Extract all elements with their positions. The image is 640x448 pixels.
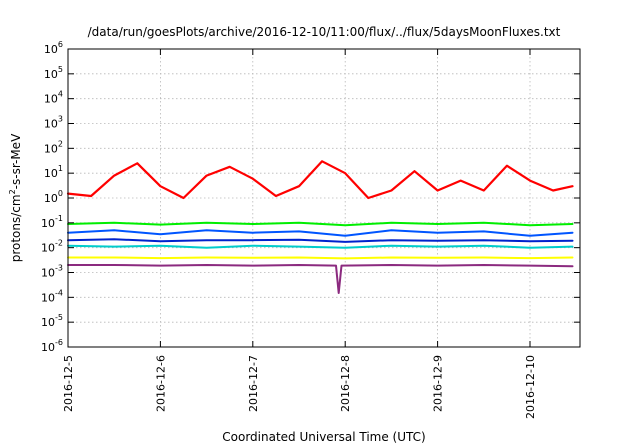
x-axis-label: Coordinated Universal Time (UTC) (222, 430, 425, 444)
x-axis: 2016-12-5 2016-12-6 2016-12-7 2016-12-8 2016… (62, 49, 537, 419)
y-tick-exponent: 3 (58, 115, 63, 124)
y-tick-exponent: -2 (55, 239, 63, 248)
y-axis-label: protons/cm2-s-sr-MeV (8, 133, 23, 262)
y-tick-base: 10 (41, 341, 55, 354)
chart-title: /data/run/goesPlots/archive/2016-12-10/1… (88, 25, 561, 39)
y-tick-exponent: -4 (55, 288, 63, 297)
y-tick-label: 10-2 (41, 239, 63, 255)
y-tick-base: 10 (41, 267, 55, 280)
series-layer (66, 160, 574, 294)
series-line-6 (67, 264, 574, 294)
y-tick-base: 10 (44, 118, 58, 131)
y-tick-base: 10 (44, 167, 58, 180)
x-tick-label: 2016-12-7 (247, 355, 260, 412)
y-axis: 10-610-510-410-310-210-11001011021031041… (41, 40, 580, 354)
y-tick-base: 10 (41, 217, 55, 230)
y-tick-base: 10 (44, 192, 58, 205)
y-tick-label: 102 (44, 139, 63, 155)
y-tick-base: 10 (44, 93, 58, 106)
y-tick-base: 10 (41, 242, 55, 255)
y-tick-exponent: 2 (58, 139, 63, 148)
y-tick-label: 101 (44, 164, 63, 180)
y-tick-label: 10-5 (41, 313, 63, 329)
y-axis-label-rest: -s-sr-MeV (9, 133, 23, 189)
y-tick-exponent: -1 (55, 214, 63, 223)
series-line-3 (67, 238, 574, 243)
y-tick-label: 104 (44, 90, 63, 106)
y-tick-exponent: 6 (58, 40, 63, 49)
y-tick-label: 100 (44, 189, 63, 205)
series-line-4 (67, 244, 574, 249)
y-tick-label: 103 (44, 115, 63, 131)
y-tick-base: 10 (41, 291, 55, 304)
x-tick-label: 2016-12-9 (432, 355, 445, 412)
y-tick-base: 10 (44, 68, 58, 81)
series-line-0 (66, 160, 574, 200)
x-tick-label: 2016-12-8 (339, 355, 352, 412)
y-tick-label: 105 (44, 65, 63, 81)
y-tick-exponent: -3 (55, 264, 63, 273)
y-tick-base: 10 (44, 142, 58, 155)
series-line-2 (67, 229, 574, 237)
y-tick-exponent: 5 (58, 65, 63, 74)
y-tick-label: 10-4 (41, 288, 63, 304)
y-tick-exponent: 0 (58, 189, 63, 198)
grid-lines (68, 49, 580, 347)
y-tick-base: 10 (44, 43, 58, 56)
y-tick-exponent: -5 (55, 313, 63, 322)
y-axis-label-sup: 2 (8, 189, 17, 194)
x-tick-label: 2016-12-6 (154, 355, 167, 412)
x-tick-label: 2016-12-5 (62, 355, 75, 412)
y-tick-label: 10-3 (41, 264, 63, 280)
series-line-1 (67, 221, 574, 227)
y-tick-exponent: -6 (55, 338, 63, 347)
series-line-5 (67, 256, 574, 260)
y-tick-exponent: 4 (58, 90, 63, 99)
y-tick-label: 106 (44, 40, 63, 56)
y-tick-label: 10-6 (41, 338, 63, 354)
y-axis-label-base: protons/cm (9, 194, 23, 262)
y-tick-label: 10-1 (41, 214, 63, 230)
y-tick-base: 10 (41, 316, 55, 329)
y-tick-exponent: 1 (58, 164, 63, 173)
x-tick-label: 2016-12-10 (524, 355, 537, 419)
